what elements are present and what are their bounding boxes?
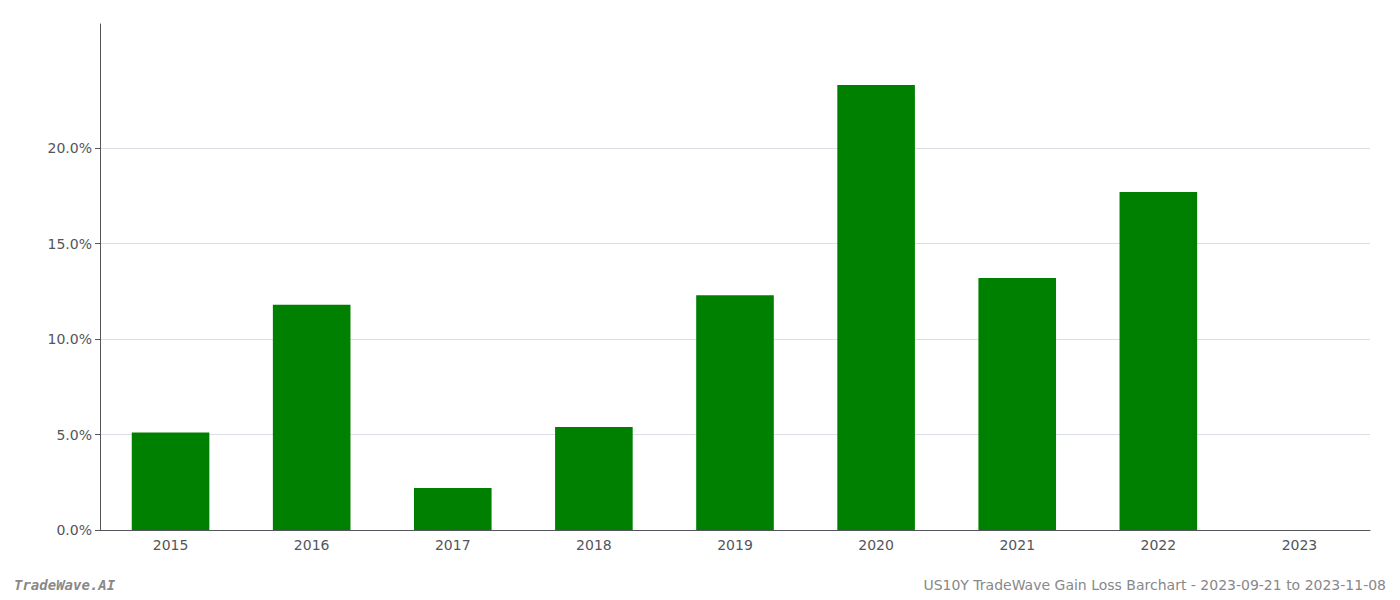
svg-text:2023: 2023 <box>1282 537 1318 553</box>
svg-text:2015: 2015 <box>153 537 189 553</box>
svg-text:2017: 2017 <box>435 537 471 553</box>
svg-text:US10Y TradeWave Gain Loss Barc: US10Y TradeWave Gain Loss Barchart - 202… <box>923 577 1386 593</box>
svg-text:TradeWave.AI: TradeWave.AI <box>14 577 116 593</box>
svg-text:20.0%: 20.0% <box>48 140 92 156</box>
svg-text:5.0%: 5.0% <box>56 427 92 443</box>
svg-text:0.0%: 0.0% <box>56 522 92 538</box>
svg-text:2021: 2021 <box>999 537 1035 553</box>
svg-text:2016: 2016 <box>294 537 330 553</box>
svg-text:2022: 2022 <box>1141 537 1177 553</box>
svg-text:2020: 2020 <box>858 537 894 553</box>
svg-text:2018: 2018 <box>576 537 612 553</box>
svg-text:15.0%: 15.0% <box>48 236 92 252</box>
svg-text:10.0%: 10.0% <box>48 331 92 347</box>
svg-text:2019: 2019 <box>717 537 753 553</box>
